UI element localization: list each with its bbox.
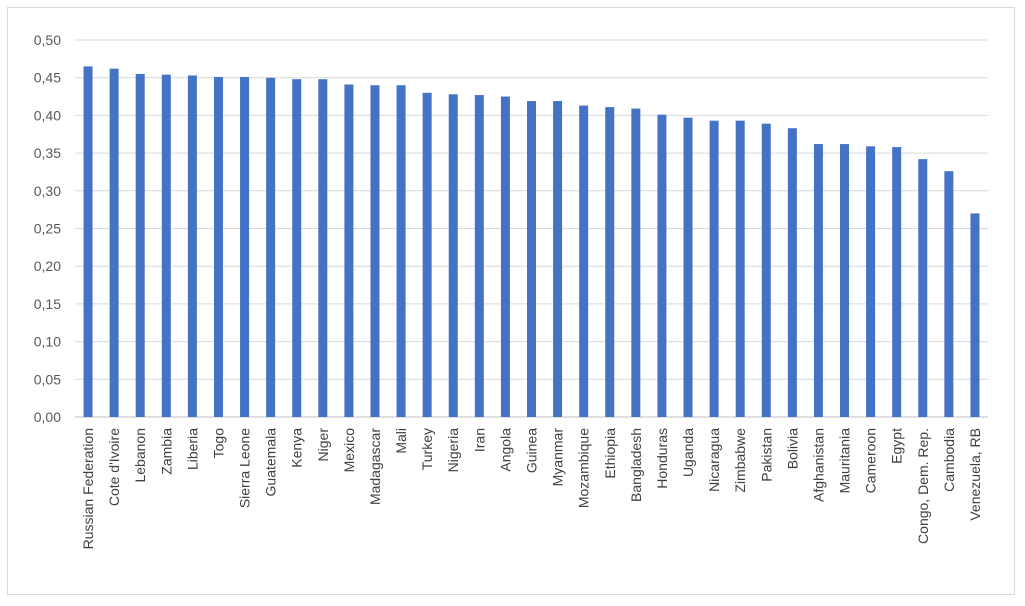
x-tick-label: Sierra Leone — [237, 428, 253, 508]
y-tick-label: 0,25 — [34, 221, 61, 237]
x-tick-label: Mali — [393, 428, 409, 454]
x-tick-label: Liberia — [184, 428, 200, 470]
x-axis-tick-labels: Russian Federation Cote d'Ivoire Lebanon Za… — [80, 428, 983, 550]
bar — [527, 101, 536, 417]
bar — [787, 128, 797, 417]
bar — [318, 79, 328, 417]
bar — [240, 76, 250, 418]
bar — [474, 95, 484, 418]
y-tick-label: 0,30 — [34, 183, 61, 199]
x-tick-label: Mozambique — [576, 428, 592, 508]
bar — [735, 120, 745, 417]
x-tick-label: Turkey — [419, 428, 435, 470]
bar — [761, 123, 771, 417]
x-tick-label: Kenya — [289, 428, 305, 468]
x-tick-label: Congo, Dem. Rep. — [915, 428, 931, 544]
bar — [579, 105, 589, 418]
y-tick-label: 0,00 — [34, 409, 61, 425]
bar — [161, 74, 171, 418]
bar — [292, 79, 302, 417]
y-tick-label: 0,35 — [34, 145, 61, 161]
x-tick-label: Nigeria — [445, 428, 461, 473]
x-tick-label: Egypt — [889, 428, 905, 464]
x-tick-label: Myanmar — [550, 428, 566, 487]
x-tick-label: Zimbabwe — [732, 428, 748, 493]
y-tick-label: 0,15 — [34, 296, 61, 312]
x-tick-label: Guinea — [524, 428, 540, 473]
x-tick-label: Honduras — [654, 428, 670, 489]
x-tick-label: Cambodia — [941, 428, 957, 492]
bar — [266, 77, 276, 417]
bar — [187, 75, 197, 418]
bar — [500, 96, 510, 418]
x-tick-label: Mauritania — [837, 428, 853, 494]
x-tick-label: Bolivia — [784, 428, 800, 469]
x-tick-label: Russian Federation — [80, 428, 96, 549]
bar — [344, 84, 354, 418]
bar — [631, 108, 641, 417]
bar — [813, 144, 823, 417]
x-tick-label: Pakistan — [758, 428, 774, 482]
x-tick-label: Madagascar — [367, 428, 383, 505]
bar — [396, 85, 406, 418]
x-tick-label: Iran — [471, 428, 487, 452]
y-tick-label: 0,20 — [34, 258, 61, 274]
x-tick-label: Cameroon — [863, 428, 879, 493]
x-tick-label: Lebanon — [132, 428, 148, 483]
x-tick-label: Mexico — [341, 428, 357, 473]
x-tick-label: Uganda — [680, 428, 696, 477]
bar — [605, 107, 615, 417]
x-tick-label: Niger — [315, 428, 331, 462]
bar — [422, 92, 432, 417]
bar — [657, 114, 667, 417]
bar — [970, 213, 980, 417]
bar — [448, 94, 458, 418]
bar — [709, 120, 719, 417]
bar — [83, 66, 93, 417]
x-tick-label: Venezuela, RB — [967, 428, 983, 521]
bar — [213, 76, 223, 418]
x-tick-label: Zambia — [158, 428, 174, 475]
y-tick-label: 0,05 — [34, 371, 61, 387]
y-tick-label: 0,10 — [34, 334, 61, 350]
bar — [918, 159, 928, 417]
y-axis-tick-labels: 0,00 0,05 0,10 0,15 0,20 0,25 0,30 0,35 0,40 0,45… — [34, 32, 61, 425]
x-tick-label: Nicaragua — [706, 428, 722, 492]
bar — [683, 117, 693, 418]
bar — [944, 171, 954, 417]
x-tick-label: Angola — [497, 428, 513, 472]
bars — [83, 66, 980, 418]
x-tick-label: Ethiopia — [602, 428, 618, 479]
bar — [135, 73, 145, 418]
y-tick-label: 0,45 — [34, 70, 61, 86]
bar — [866, 146, 876, 417]
bar — [370, 85, 380, 418]
y-tick-label: 0,50 — [34, 32, 61, 48]
y-tick-label: 0,40 — [34, 107, 61, 123]
x-tick-label: Afghanistan — [810, 428, 826, 502]
bar — [109, 68, 119, 417]
bar — [892, 147, 902, 417]
x-tick-label: Guatemala — [263, 428, 279, 497]
x-tick-label: Bangladesh — [628, 428, 644, 502]
bar — [553, 101, 563, 417]
x-tick-label: Cote d'Ivoire — [106, 428, 122, 506]
bar — [840, 144, 850, 417]
x-tick-label: Togo — [210, 428, 226, 459]
